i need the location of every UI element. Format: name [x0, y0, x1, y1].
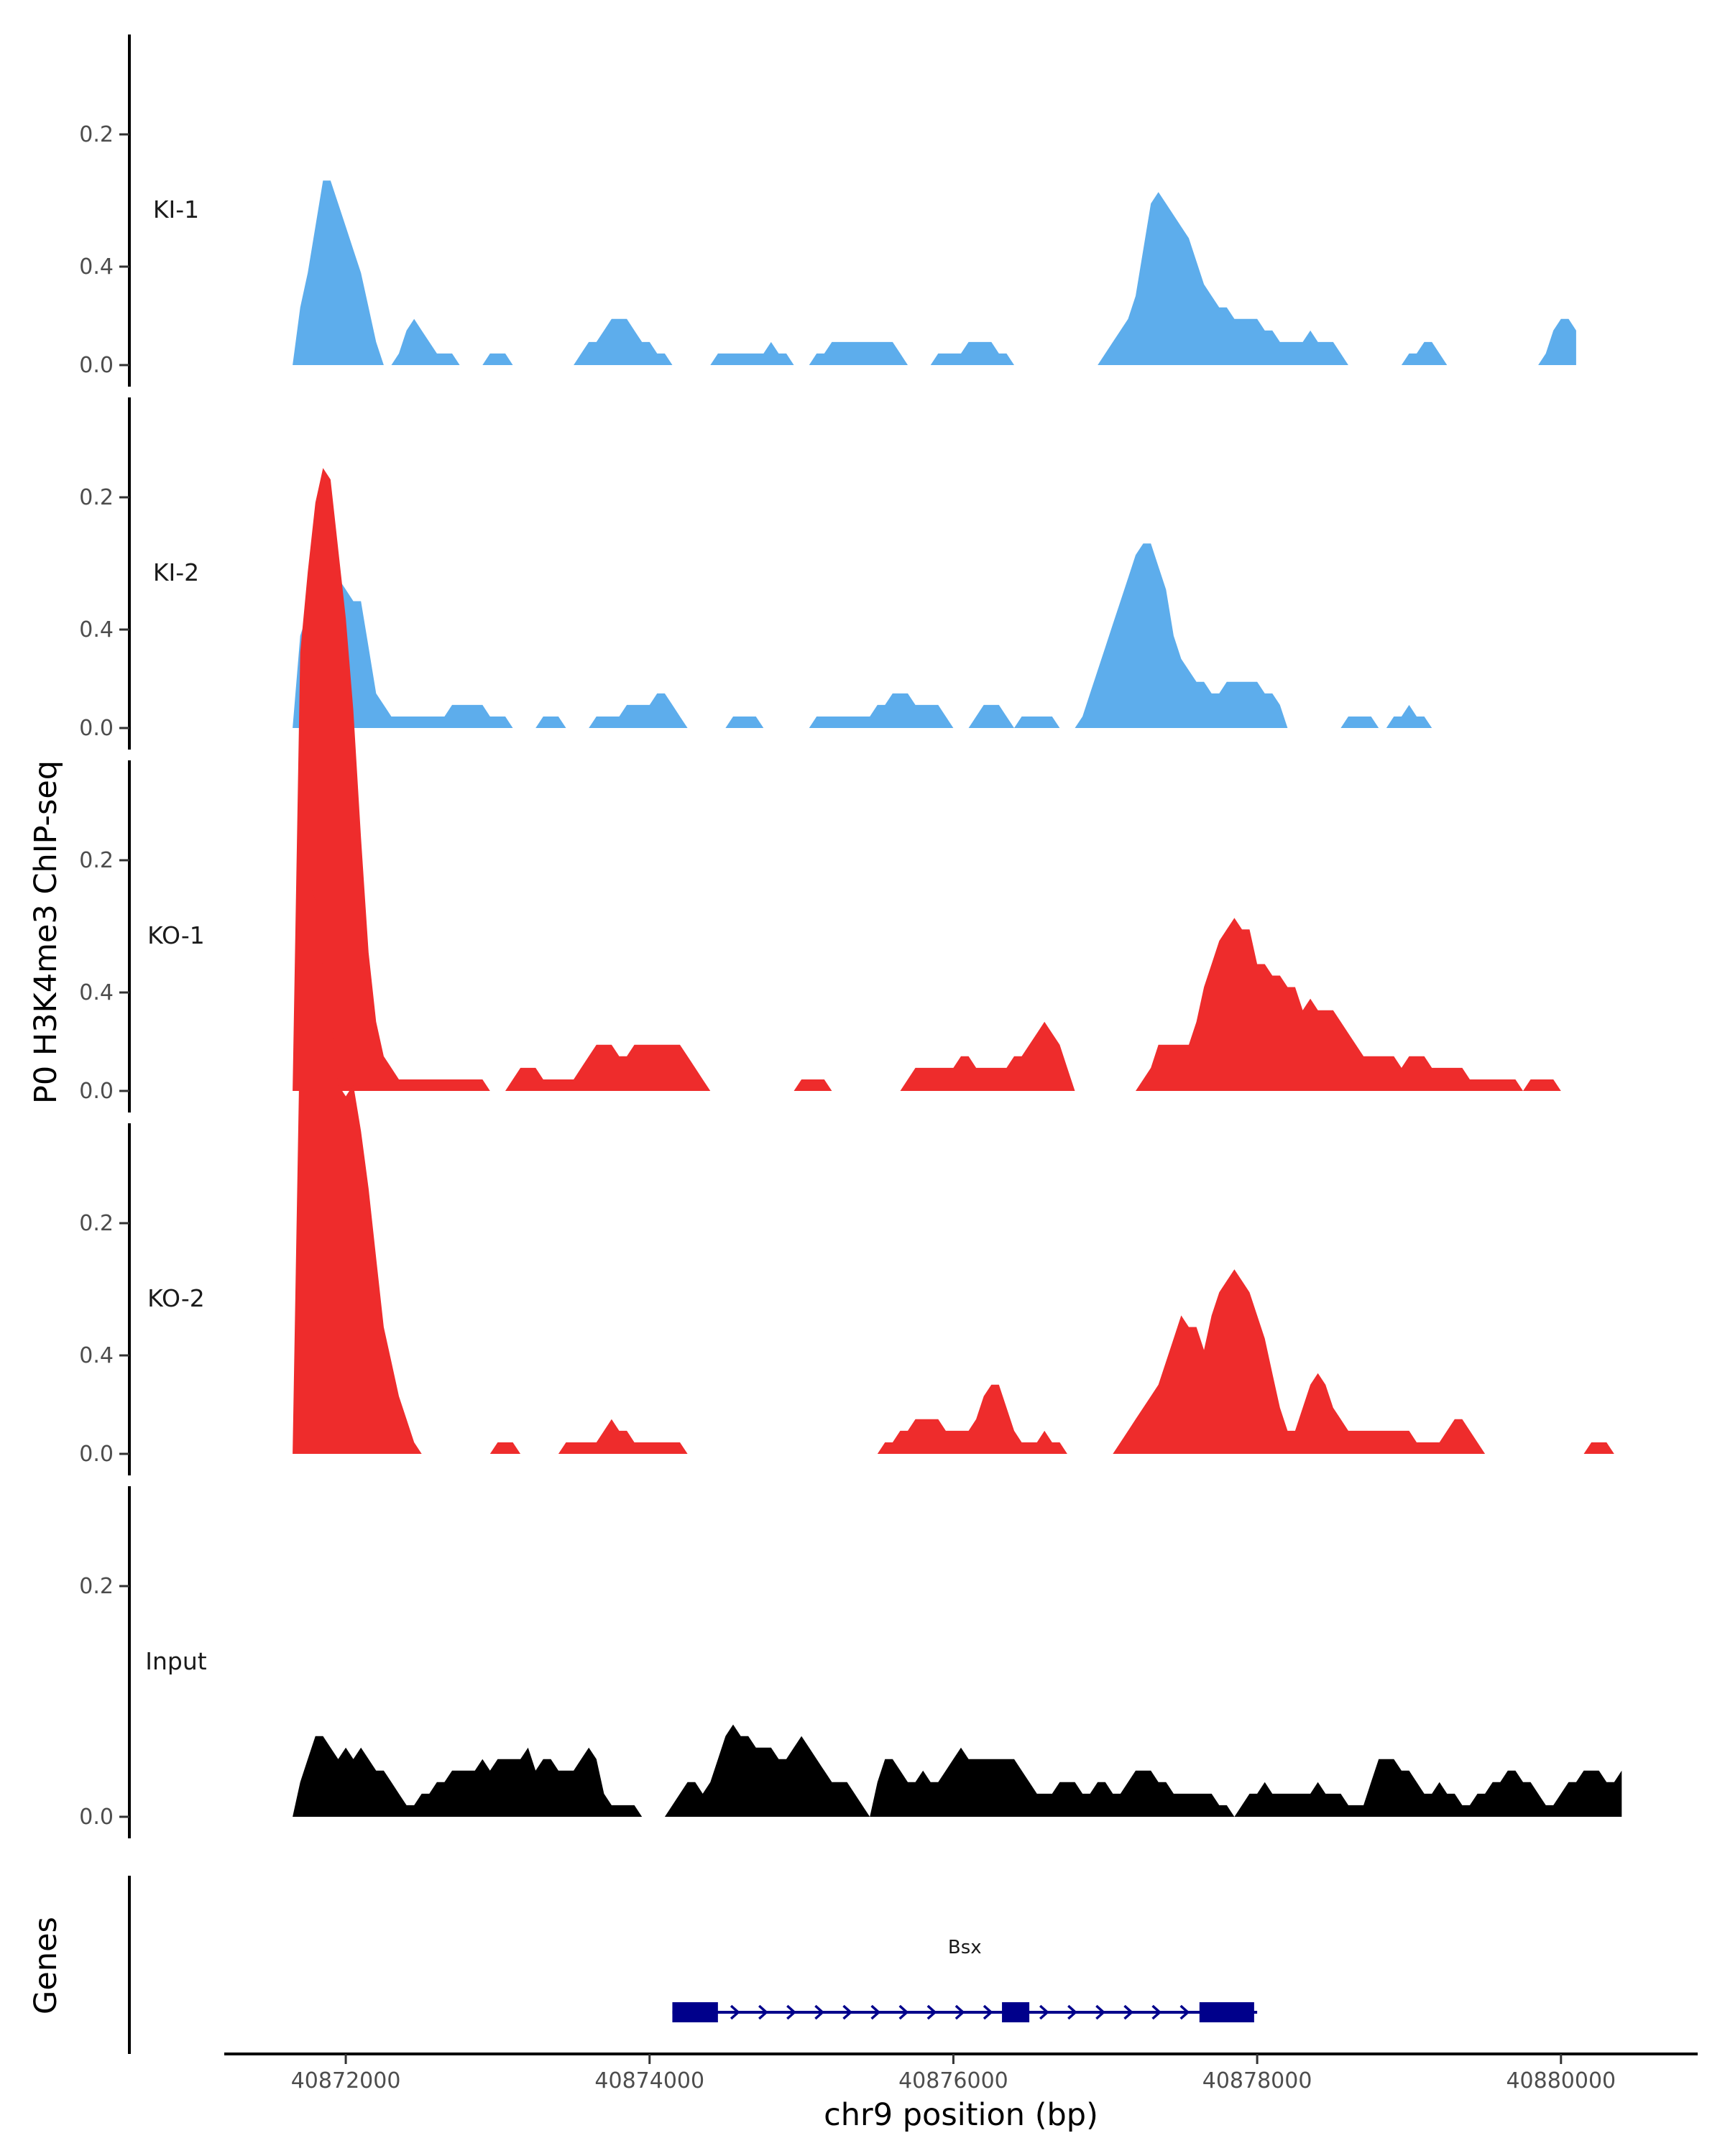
coverage-area: [293, 180, 384, 365]
coverage-area: [794, 1079, 832, 1091]
coverage-area: [1098, 192, 1348, 365]
genes-panel-title: Genes: [28, 1917, 64, 2014]
y-tick-label: 0.2: [79, 1574, 114, 1599]
y-axis-title: P0 H3K4me3 ChIP-seq: [28, 760, 64, 1104]
strand-arrow: [842, 2004, 853, 2020]
strand-arrow: [730, 2004, 740, 2020]
y-tick-label: 0.0: [79, 1805, 114, 1830]
coverage-area: [574, 318, 673, 365]
coverage-area: [1523, 1079, 1561, 1091]
coverage-area: [1538, 318, 1576, 365]
coverage-area: [1386, 704, 1432, 728]
y-tick-label: 0.0: [79, 1079, 114, 1104]
coverage-area: [900, 1021, 1075, 1091]
coverage-area: [1340, 717, 1379, 728]
genes-panel: Genes Bsx: [28, 1876, 1258, 2054]
strand-arrow: [1039, 2004, 1049, 2020]
track-label: Input: [145, 1647, 207, 1675]
coverage-area: [1113, 1269, 1486, 1454]
coverage-area: [877, 1384, 1067, 1454]
y-tick-label: 0.4: [79, 617, 114, 642]
track-ki-1: 0.0 0.2 0.4 KI-1: [79, 34, 1576, 387]
coverage-area: [1234, 1759, 1622, 1817]
x-tick-label: 40876000: [898, 2068, 1008, 2093]
coverage-area: [391, 318, 460, 365]
coverage-area: [489, 1442, 521, 1454]
y-tick-label: 0.0: [79, 1442, 114, 1467]
strand-arrow: [954, 2004, 965, 2020]
coverage-area: [558, 1419, 688, 1454]
gene-exon: [1002, 2002, 1030, 2022]
coverage-area: [968, 704, 1014, 728]
tracks-layer: 0.00.20.4KI-10.00.20.4KI-20.00.20.4KO-10…: [79, 34, 1622, 1838]
track-label: KO-2: [147, 1284, 205, 1312]
track-input: 0.0 0.2 0.4 Input: [79, 1343, 1622, 1838]
strand-arrow: [814, 2004, 825, 2020]
track-label: KO-1: [147, 921, 205, 949]
strand-arrow: [1179, 2004, 1190, 2020]
y-tick-label: 0.2: [79, 485, 114, 510]
coverage-area: [293, 1736, 643, 1817]
x-axis-title: chr9 position (bp): [824, 2097, 1098, 2133]
y-tick-label: 0.0: [79, 716, 114, 741]
y-tick-label: 0.2: [79, 848, 114, 873]
coverage-area: [930, 341, 1014, 365]
gene-exon: [1199, 2002, 1254, 2022]
coverage-area: [664, 1724, 870, 1817]
strand-arrow: [926, 2004, 937, 2020]
coverage-area: [505, 1044, 711, 1091]
coverage-area: [1401, 341, 1448, 365]
coverage-area: [725, 717, 764, 728]
coverage-area: [1014, 717, 1060, 728]
coverage-area: [589, 693, 688, 728]
coverage-area: [710, 341, 794, 365]
strand-arrow: [1095, 2004, 1105, 2020]
track-label: KI-1: [153, 195, 199, 224]
y-tick-label: 0.4: [79, 1343, 114, 1368]
strand-arrow: [1151, 2004, 1162, 2020]
coverage-area: [870, 1747, 1235, 1817]
x-axis: 40872000 40874000 40876000 40878000 40880000…: [224, 2053, 1698, 2133]
coverage-area: [535, 717, 566, 728]
strand-arrow: [983, 2004, 993, 2020]
y-tick-label: 0.0: [79, 353, 114, 378]
strand-arrow: [1067, 2004, 1077, 2020]
coverage-area: [293, 468, 490, 1091]
strand-arrow: [758, 2004, 768, 2020]
coverage-area: [1583, 1442, 1614, 1454]
x-ticks: 40872000 40874000 40876000 40878000 40880000: [291, 2054, 1616, 2093]
strand-arrow: [786, 2004, 796, 2020]
coverage-area: [482, 353, 513, 365]
gene-exon: [672, 2002, 718, 2022]
x-tick-label: 40878000: [1202, 2068, 1312, 2093]
strand-arrow: [870, 2004, 881, 2020]
gene-model: [672, 2002, 1258, 2022]
y-tick-label: 0.2: [79, 122, 114, 147]
track-ko-1: 0.0 0.2 0.4 KO-1: [79, 468, 1561, 1112]
gene-name-label: Bsx: [948, 1937, 982, 1958]
strand-arrow: [898, 2004, 909, 2020]
x-tick-label: 40874000: [594, 2068, 704, 2093]
track-label: KI-2: [153, 558, 199, 586]
coverage-area: [1136, 918, 1523, 1091]
x-tick-label: 40880000: [1506, 2068, 1616, 2093]
strand-arrow: [1123, 2004, 1134, 2020]
coverage-area: [1075, 543, 1288, 728]
coverage-area: [809, 693, 954, 728]
y-tick-label: 0.2: [79, 1211, 114, 1236]
coverage-area: [293, 877, 422, 1454]
x-tick-label: 40872000: [291, 2068, 401, 2093]
y-tick-label: 0.4: [79, 980, 114, 1005]
y-tick-label: 0.4: [79, 254, 114, 280]
track-ko-2: 0.0 0.2 0.4 KO-2: [79, 877, 1614, 1475]
coverage-area: [809, 341, 908, 365]
